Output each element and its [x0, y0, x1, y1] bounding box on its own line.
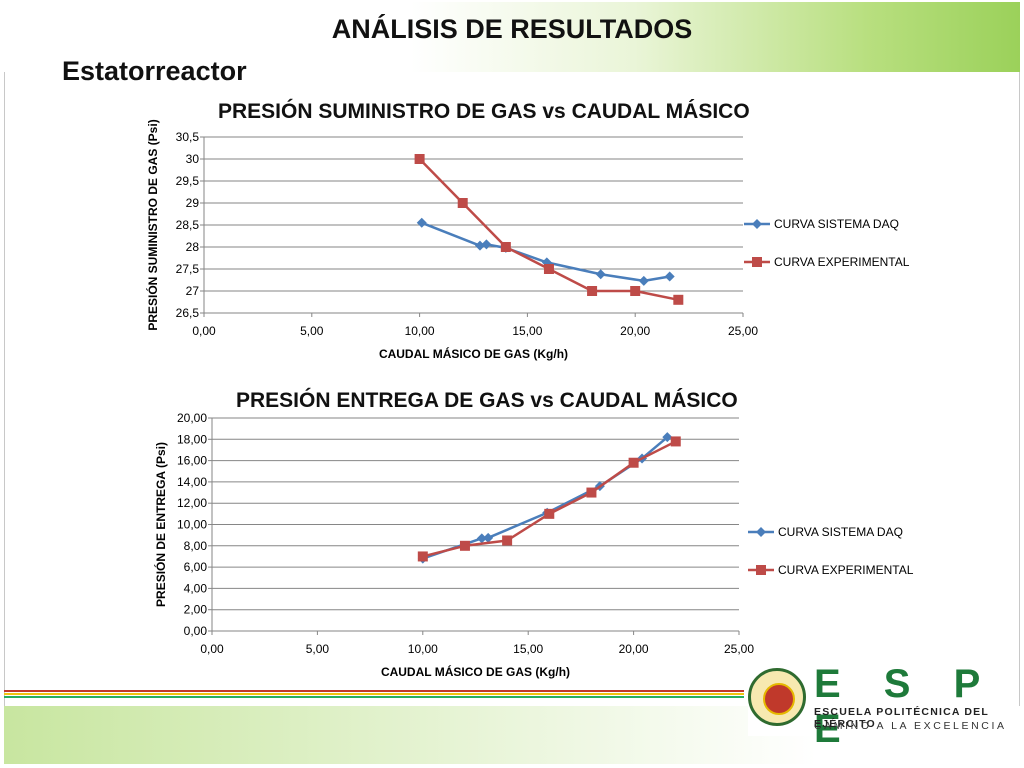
chart-2-title: PRESIÓN ENTREGA DE GAS vs CAUDAL MÁSICO — [236, 389, 738, 412]
data-point — [476, 533, 487, 544]
y-tick-label: 14,00 — [177, 475, 207, 489]
chart-1: 26,5 27 27,5 28 28,5 29 29,5 30 30,5 0,00 5,00 10,0… — [145, 119, 910, 361]
y-tick-label: 16,00 — [177, 454, 207, 468]
y-axis-label: PRESIÓN SUMINISTRO DE GAS (Psi) — [145, 119, 160, 330]
y-tick-label: 6,00 — [184, 560, 208, 574]
logo-line1: ESCUELA POLITÉCNICA DEL EJÉRCITO — [814, 706, 989, 730]
slide-title: ANÁLISIS DE RESULTADOS — [331, 14, 693, 44]
y-tick-label: 28 — [186, 240, 200, 254]
y-tick-label: 28,5 — [176, 218, 200, 232]
y-tick-label: 27,5 — [176, 262, 200, 276]
legend-label: CURVA SISTEMA DAQ — [778, 525, 903, 539]
data-point — [416, 217, 427, 228]
data-point — [414, 154, 425, 164]
y-tick-label: 18,00 — [177, 432, 207, 446]
legend-label: CURVA SISTEMA DAQ — [774, 217, 899, 231]
espe-logo: E S P E ESCUELA POLITÉCNICA DEL EJÉRCITO… — [748, 662, 1010, 751]
data-point — [664, 271, 675, 282]
y-tick-label: 27 — [186, 284, 200, 298]
x-tick-label: 20,00 — [620, 324, 650, 338]
data-point — [500, 242, 511, 252]
slide-subtitle: Estatorreactor — [62, 56, 247, 86]
x-tick-label: 25,00 — [728, 324, 758, 338]
data-point — [474, 240, 485, 251]
chart-1-title: PRESIÓN SUMINISTRO DE GAS vs CAUDAL MÁSI… — [218, 100, 750, 123]
y-tick-label: 0,00 — [184, 624, 208, 638]
legend-marker — [752, 219, 762, 229]
logo-line2: CAMINO A LA EXCELENCIA — [814, 720, 1007, 732]
y-tick-label: 10,00 — [177, 518, 207, 532]
x-tick-label: 5,00 — [300, 324, 324, 338]
data-point — [417, 551, 428, 562]
data-point — [595, 269, 606, 280]
x-tick-label: 0,00 — [192, 324, 216, 338]
data-point — [543, 264, 554, 274]
data-point — [638, 275, 649, 286]
y-tick-label: 29,5 — [176, 174, 200, 188]
data-point — [483, 532, 494, 543]
x-tick-label: 15,00 — [513, 642, 543, 656]
y-tick-label: 20,00 — [177, 411, 207, 425]
footer-lines — [4, 690, 744, 700]
logo-letters: E S P E — [814, 662, 996, 751]
x-tick-label: 15,00 — [512, 324, 542, 338]
slide-frame — [4, 2, 1020, 764]
y-tick-label: 26,5 — [176, 306, 200, 320]
data-point — [459, 540, 470, 551]
x-tick-label: 25,00 — [724, 642, 754, 656]
chart-2: 0,00 2,00 4,00 6,00 8,00 10,00 12,00 14,00 16,00… — [153, 411, 914, 679]
y-tick-label: 8,00 — [184, 539, 208, 553]
data-point — [544, 508, 555, 519]
data-point — [662, 432, 673, 443]
x-tick-label: 10,00 — [408, 642, 438, 656]
x-tick-label: 20,00 — [619, 642, 649, 656]
y-tick-label: 30,5 — [176, 130, 200, 144]
x-tick-label: 5,00 — [306, 642, 330, 656]
data-point — [628, 457, 639, 468]
data-point — [586, 487, 597, 498]
x-tick-label: 0,00 — [200, 642, 224, 656]
legend-marker — [756, 565, 766, 575]
data-point — [673, 294, 684, 305]
data-point — [587, 286, 598, 296]
x-axis-label: CAUDAL MÁSICO DE GAS (Kg/h) — [379, 346, 568, 361]
legend-marker — [752, 257, 762, 267]
y-tick-label: 2,00 — [184, 603, 208, 617]
data-point — [502, 535, 513, 546]
data-point — [457, 198, 468, 208]
data-point — [670, 436, 681, 447]
y-axis-label: PRESIÓN DE ENTREGA (Psi) — [153, 442, 168, 607]
legend-label: CURVA EXPERIMENTAL — [778, 563, 914, 577]
y-tick-label: 4,00 — [184, 581, 208, 595]
x-tick-label: 10,00 — [405, 324, 435, 338]
data-point — [481, 239, 492, 250]
series-line-2 — [418, 158, 679, 302]
y-tick-label: 30 — [186, 152, 200, 166]
y-tick-label: 12,00 — [177, 496, 207, 510]
legend-marker — [756, 527, 766, 537]
series-line-1 — [422, 436, 669, 560]
legend-label: CURVA EXPERIMENTAL — [774, 255, 910, 269]
y-tick-label: 29 — [186, 196, 200, 210]
header-band — [4, 2, 1020, 72]
x-axis-label: CAUDAL MÁSICO DE GAS (Kg/h) — [381, 664, 570, 679]
data-point — [630, 286, 641, 296]
espe-seal-icon — [748, 668, 806, 726]
